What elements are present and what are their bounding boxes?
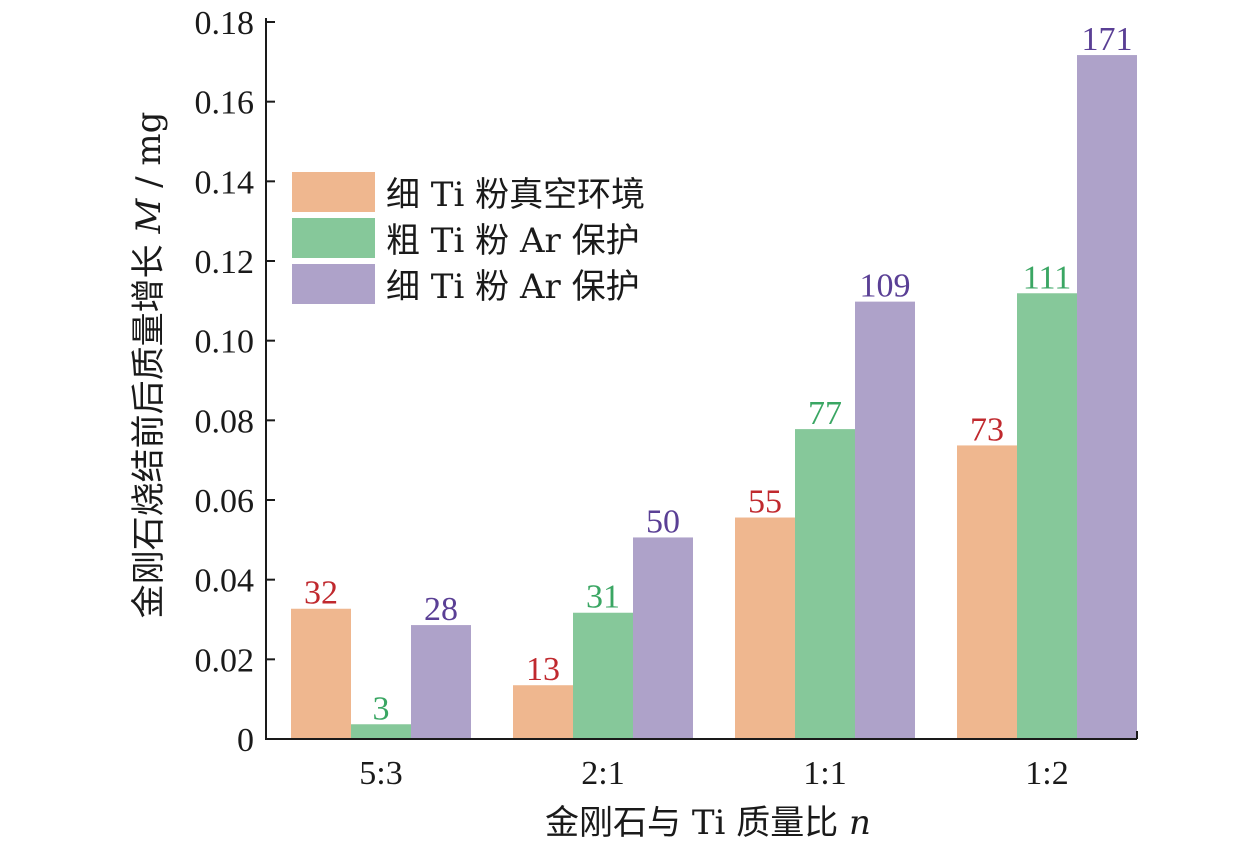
legend-swatch-fine-ti-ar bbox=[292, 264, 375, 304]
x-axis-title: 金刚石与 Ti 质量比 n bbox=[545, 803, 871, 843]
y-tick-label-7: 0.14 bbox=[195, 164, 255, 201]
bar-series2-1-2 bbox=[1017, 293, 1077, 739]
bar-series3-2-1 bbox=[633, 537, 693, 739]
x-ticks-group: 5:3 2:1 1:1 1:2 bbox=[359, 755, 1068, 792]
y-tick-label-5: 0.10 bbox=[195, 324, 255, 361]
x-tick-label-1-1: 1:1 bbox=[803, 755, 846, 792]
y-tick-label-8: 0.16 bbox=[195, 85, 255, 122]
data-label-series1-1-2: 73 bbox=[970, 411, 1004, 448]
bar-series1-1-1 bbox=[735, 517, 795, 739]
bar-series2-5-3 bbox=[351, 724, 411, 739]
data-label-series1-1-1: 55 bbox=[748, 484, 782, 521]
legend-swatch-fine-ti-vacuum bbox=[292, 172, 375, 212]
data-label-series1-2-1: 13 bbox=[526, 651, 560, 688]
legend-swatch-coarse-ti-ar bbox=[292, 218, 375, 258]
x-tick-label-1-2: 1:2 bbox=[1025, 755, 1068, 792]
bar-series1-5-3 bbox=[291, 608, 351, 739]
bar-series3-5-3 bbox=[411, 625, 471, 739]
y-axis-title: 金刚石烧结前后质量增长 M / mg bbox=[129, 112, 169, 619]
data-label-series2-1-1: 77 bbox=[808, 395, 842, 432]
y-tick-label-6: 0.12 bbox=[195, 244, 255, 281]
bar-series3-1-2 bbox=[1077, 55, 1137, 740]
legend-label-fine-ti-ar: 细 Ti 粉 Ar 保护 bbox=[386, 267, 640, 307]
data-label-series1-5-3: 32 bbox=[304, 575, 338, 612]
axes-group bbox=[265, 18, 1138, 740]
data-label-series3-1-2: 171 bbox=[1082, 21, 1133, 58]
x-tick-label-2-1: 2:1 bbox=[581, 755, 624, 792]
y-ticks-group: 0 0.02 0.04 0.06 0.08 0.10 0.12 0.14 0.16 0.18 bbox=[195, 5, 275, 759]
bar-series2-1-1 bbox=[795, 429, 855, 739]
legend-label-coarse-ti-ar: 粗 Ti 粉 Ar 保护 bbox=[386, 221, 640, 261]
data-label-series3-5-3: 28 bbox=[424, 591, 458, 628]
y-tick-label-2: 0.04 bbox=[195, 563, 255, 600]
legend-label-fine-ti-vacuum: 细 Ti 粉真空环境 bbox=[386, 175, 645, 215]
y-tick-label-3: 0.06 bbox=[195, 483, 255, 520]
data-label-series2-5-3: 3 bbox=[373, 690, 390, 727]
x-tick-label-5-3: 5:3 bbox=[359, 755, 402, 792]
y-tick-label-1: 0.02 bbox=[195, 642, 255, 679]
y-tick-label-4: 0.08 bbox=[195, 403, 255, 440]
data-label-series3-1-1: 109 bbox=[860, 268, 911, 305]
bar-series1-1-2 bbox=[957, 445, 1017, 739]
bar-series1-2-1 bbox=[513, 685, 573, 739]
data-label-series2-2-1: 31 bbox=[586, 579, 620, 616]
data-labels-group: 32 13 55 73 3 31 77 111 28 50 109 171 bbox=[304, 21, 1133, 727]
data-label-series2-1-2: 111 bbox=[1023, 259, 1071, 296]
bar-series3-1-1 bbox=[855, 301, 915, 739]
data-label-series3-2-1: 50 bbox=[646, 503, 680, 540]
y-tick-label-0: 0 bbox=[237, 722, 254, 759]
legend: 细 Ti 粉真空环境 粗 Ti 粉 Ar 保护 细 Ti 粉 Ar 保护 bbox=[292, 172, 645, 307]
bars-group bbox=[291, 55, 1137, 740]
y-tick-label-9: 0.18 bbox=[195, 5, 255, 42]
bar-series2-2-1 bbox=[573, 612, 633, 739]
